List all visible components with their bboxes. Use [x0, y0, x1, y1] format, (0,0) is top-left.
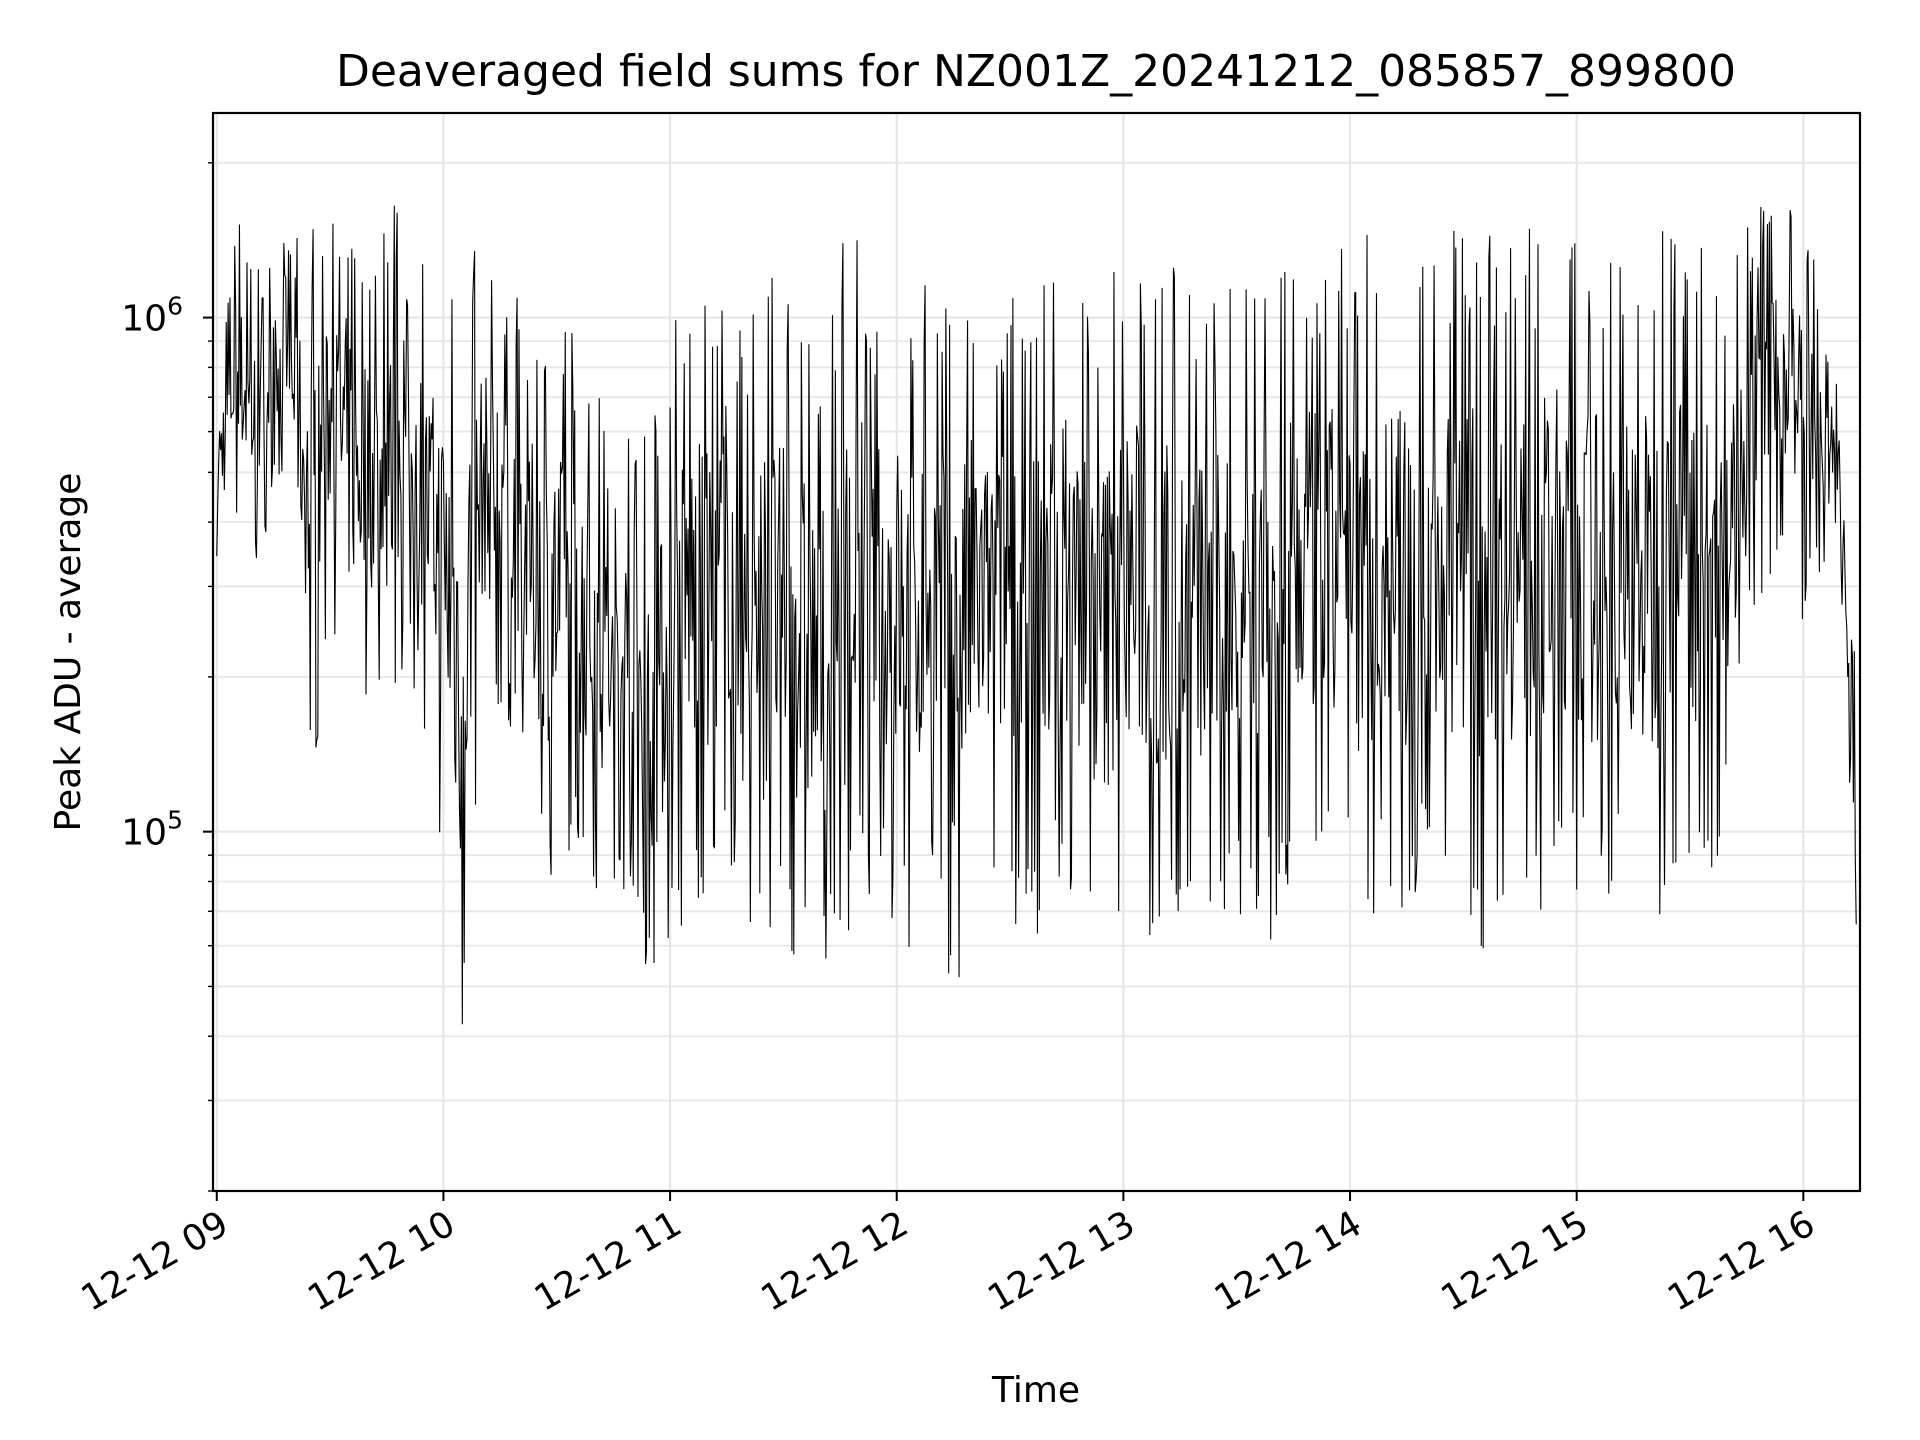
x-tick-label: 12-12 12 — [755, 1203, 916, 1319]
x-tick-label: 12-12 13 — [981, 1203, 1142, 1319]
y-tick-exponent: 6 — [167, 292, 183, 321]
y-tick-base: 10 — [121, 813, 167, 854]
chart-title: Deaveraged field sums for NZ001Z_2024121… — [336, 46, 1736, 97]
plot-frame — [211, 111, 1862, 1193]
x-axis: 12-12 09 12-12 10 12-12 11 12-12 12 12-12 13… — [75, 1191, 1822, 1320]
x-tick-label: 12-12 15 — [1435, 1203, 1596, 1319]
y-axis-label: Peak ADU - average — [48, 473, 89, 832]
x-axis-label: Time — [991, 1370, 1080, 1411]
y-tick-label: 105 — [121, 806, 183, 854]
y-tick-base: 10 — [121, 299, 167, 340]
x-tick-label: 12-12 10 — [301, 1203, 462, 1319]
y-tick-exponent: 5 — [167, 806, 183, 835]
y-tick-label: 106 — [121, 292, 183, 340]
x-tick-label: 12-12 11 — [528, 1203, 689, 1319]
x-tick-label: 12-12 16 — [1661, 1203, 1822, 1319]
x-tick-label: 12-12 14 — [1208, 1203, 1369, 1319]
series-line — [216, 205, 1857, 1025]
x-tick-label: 12-12 09 — [75, 1203, 236, 1319]
